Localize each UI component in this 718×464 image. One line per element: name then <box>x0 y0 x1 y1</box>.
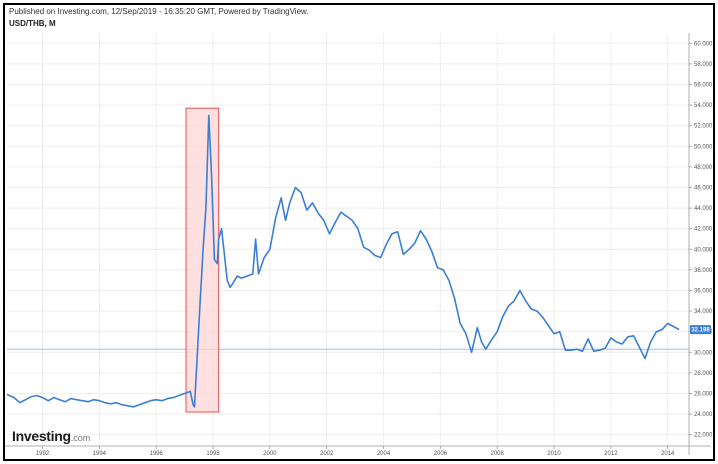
y-tick-label: 56.000 <box>694 82 713 88</box>
y-tick-label: 40.000 <box>694 247 713 253</box>
x-tick-label: 2004 <box>377 451 391 457</box>
y-tick-label: 52.000 <box>694 124 713 130</box>
symbol-label: USD/THB, M <box>9 19 56 28</box>
x-tick-label: 2014 <box>661 451 675 457</box>
x-tick-label: 2012 <box>604 451 618 457</box>
x-tick-label: 2008 <box>491 451 505 457</box>
logo-main: Investing <box>12 428 71 444</box>
investing-logo: Investing.com <box>12 428 90 446</box>
y-tick-label: 58.000 <box>694 62 713 68</box>
grid <box>7 33 689 446</box>
y-tick-label: 24.000 <box>694 412 713 418</box>
y-tick-label: 36.000 <box>694 288 713 294</box>
x-tick-label: 1998 <box>206 451 220 457</box>
y-tick-label: 38.000 <box>694 268 713 274</box>
series-line-usd-thb <box>6 114 680 408</box>
x-tick-label: 2010 <box>547 451 561 457</box>
y-tick-label: 60.000 <box>694 41 713 47</box>
y-tick-label: 34.000 <box>694 309 713 315</box>
x-tick-label: 1996 <box>150 451 164 457</box>
y-tick-label: 54.000 <box>694 103 713 109</box>
y-tick-label: 30.000 <box>694 350 713 356</box>
y-tick-label: 22.000 <box>694 433 713 439</box>
published-caption: Published on Investing.com, 12/Sep/2019 … <box>9 7 309 16</box>
last-price-value: 32.198 <box>691 328 710 334</box>
y-tick-label: 48.000 <box>694 165 713 171</box>
last-price-badge: 32.198 <box>690 325 711 335</box>
x-tick-label: 2002 <box>320 451 334 457</box>
y-tick-label: 46.000 <box>694 185 713 191</box>
y-tick-label: 42.000 <box>694 227 713 233</box>
y-tick-label: 26.000 <box>694 391 713 397</box>
y-axis: 22.00024.00026.00028.00030.00032.00034.0… <box>689 41 713 439</box>
x-axis: 1992 1994 1996 1998 2000 2002 2004 2006 2008 2010… <box>36 446 675 457</box>
y-tick-label: 50.000 <box>694 144 713 150</box>
last-price-box <box>690 325 711 335</box>
x-tick-label: 1994 <box>93 451 107 457</box>
x-tick-label: 2000 <box>263 451 277 457</box>
logo-tld: .com <box>70 433 91 443</box>
x-tick-label: 1992 <box>36 451 50 457</box>
x-tick-label: 2006 <box>434 451 448 457</box>
y-tick-label: 44.000 <box>694 206 713 212</box>
y-tick-label: 28.000 <box>694 371 713 377</box>
